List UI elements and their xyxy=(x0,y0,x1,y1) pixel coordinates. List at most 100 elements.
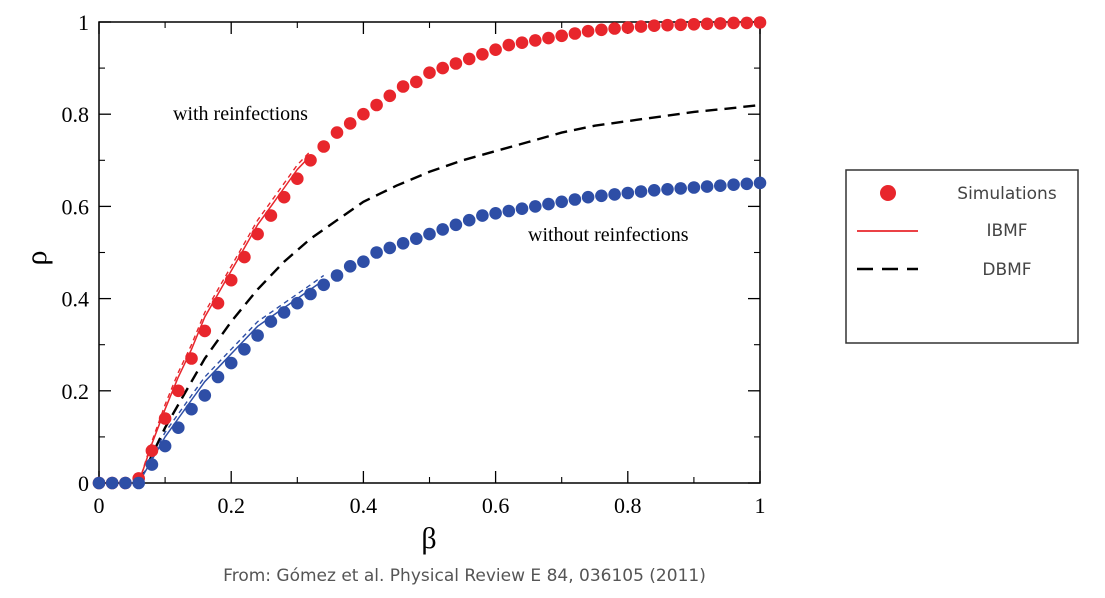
ibmf-line-0 xyxy=(137,155,312,484)
y-axis-label: ρ xyxy=(20,251,53,266)
legend-label-ibmf: IBMF xyxy=(986,221,1027,241)
y-tick-label: 0.8 xyxy=(62,102,90,127)
simulation-point-0 xyxy=(449,57,463,70)
simulation-point-1 xyxy=(581,190,595,204)
simulation-point-1 xyxy=(198,389,212,402)
series-lines xyxy=(137,103,761,484)
simulation-point-0 xyxy=(251,227,264,241)
simulation-point-1 xyxy=(383,241,397,255)
x-tick-label: 0.4 xyxy=(350,493,378,518)
simulation-point-1 xyxy=(687,181,701,194)
simulation-point-1 xyxy=(608,188,621,201)
simulation-point-0 xyxy=(224,273,238,287)
simulation-point-1 xyxy=(476,209,489,222)
simulation-point-0 xyxy=(727,16,740,30)
simulation-point-1 xyxy=(621,186,635,200)
simulation-point-1 xyxy=(172,421,185,435)
plot-frame xyxy=(98,21,761,484)
simulation-point-0 xyxy=(529,34,542,47)
simulation-point-0 xyxy=(595,23,608,37)
simulation-point-0 xyxy=(396,80,410,93)
simulation-point-0 xyxy=(158,412,172,425)
annotation-without-reinfections: without reinfections xyxy=(528,224,689,246)
simulation-point-0 xyxy=(634,20,648,33)
ibmf-line-1 xyxy=(138,279,325,484)
simulation-point-1 xyxy=(277,306,291,319)
simulation-point-0 xyxy=(462,52,476,66)
simulation-point-1 xyxy=(343,260,357,273)
simulation-point-0 xyxy=(555,29,568,43)
simulation-point-1 xyxy=(502,204,516,218)
simulation-point-1 xyxy=(740,177,754,191)
simulation-point-1 xyxy=(410,232,423,245)
simulation-point-0 xyxy=(370,98,383,112)
simulation-point-0 xyxy=(185,352,198,365)
simulation-point-1 xyxy=(251,329,264,342)
simulation-point-0 xyxy=(542,31,555,45)
simulation-point-1 xyxy=(449,218,463,232)
x-tick-label: 0.2 xyxy=(217,493,245,518)
legend: Simulations IBMF DBMF xyxy=(845,169,1079,344)
simulation-point-1 xyxy=(224,356,238,370)
annotation-with-reinfections: with reinfections xyxy=(173,103,308,125)
simulation-point-1 xyxy=(489,207,502,220)
simulation-point-0 xyxy=(621,21,635,34)
y-tick-label: 0.6 xyxy=(62,194,90,219)
dbmf-line-2 xyxy=(138,274,325,484)
x-tick-label: 0 xyxy=(94,493,105,518)
simulation-point-1 xyxy=(396,237,410,250)
dbmf-line-0 xyxy=(137,103,761,484)
y-tick-label: 0 xyxy=(78,471,89,496)
simulation-point-1 xyxy=(714,179,727,192)
y-tick-label: 0.2 xyxy=(62,379,90,404)
simulation-point-0 xyxy=(714,17,727,30)
simulation-point-0 xyxy=(383,89,397,103)
simulation-point-0 xyxy=(502,38,516,52)
simulation-point-0 xyxy=(436,61,450,75)
simulation-point-0 xyxy=(304,154,317,167)
simulation-point-1 xyxy=(515,202,529,215)
simulation-point-0 xyxy=(211,296,225,310)
simulation-point-0 xyxy=(423,66,436,79)
simulation-point-1 xyxy=(238,343,251,356)
legend-label-dbmf: DBMF xyxy=(982,260,1031,280)
simulation-point-0 xyxy=(608,22,621,35)
x-tick-label: 0.8 xyxy=(614,493,642,518)
simulation-point-1 xyxy=(674,182,687,195)
simulation-point-0 xyxy=(647,19,661,32)
simulation-point-0 xyxy=(476,48,489,61)
simulation-point-1 xyxy=(542,197,555,211)
simulation-point-0 xyxy=(172,384,185,398)
simulation-point-1 xyxy=(529,200,542,213)
simulation-point-1 xyxy=(211,370,225,384)
simulation-point-1 xyxy=(462,213,476,227)
simulation-point-1 xyxy=(185,402,198,416)
y-tick-label: 0.4 xyxy=(62,287,90,312)
source-caption: From: Gómez et al. Physical Review E 84,… xyxy=(223,566,706,586)
simulation-point-1 xyxy=(555,195,568,209)
simulation-point-1 xyxy=(423,227,436,241)
simulation-point-0 xyxy=(674,18,687,32)
simulation-point-1 xyxy=(661,183,674,196)
simulation-point-0 xyxy=(277,190,291,204)
simulation-point-1 xyxy=(370,246,383,259)
simulation-point-0 xyxy=(489,43,502,56)
simulation-point-1 xyxy=(264,315,278,328)
simulation-point-1 xyxy=(727,178,740,191)
simulation-point-1 xyxy=(700,180,714,193)
simulation-point-0 xyxy=(145,444,159,458)
x-tick-label: 1 xyxy=(755,493,766,518)
simulation-point-1 xyxy=(595,189,608,203)
simulation-point-1 xyxy=(132,476,145,490)
x-axis-label: β xyxy=(421,522,436,555)
simulation-point-0 xyxy=(661,18,674,32)
simulation-point-1 xyxy=(105,476,119,490)
simulation-point-0 xyxy=(410,75,423,89)
simulation-point-1 xyxy=(753,176,767,190)
simulation-points xyxy=(92,16,767,490)
simulation-point-0 xyxy=(198,324,212,338)
simulation-point-1 xyxy=(291,296,304,310)
legend-simulations-marker xyxy=(880,185,896,201)
simulation-point-1 xyxy=(145,458,159,471)
